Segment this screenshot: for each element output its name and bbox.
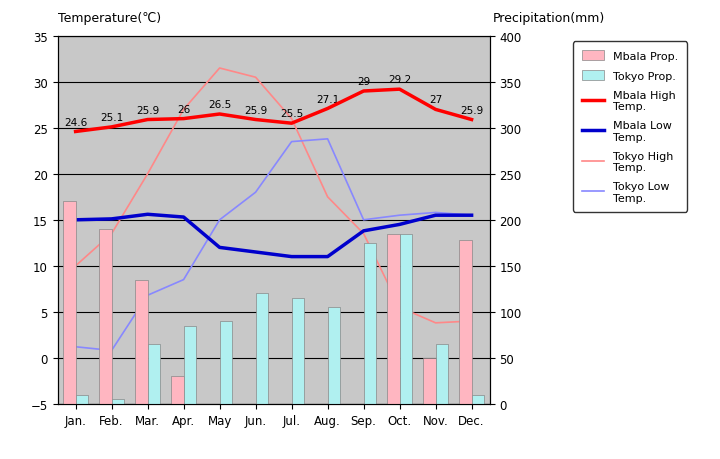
Tokyo High
Temp. [431, 320, 440, 326]
Mbala High
Temp. [107, 125, 116, 130]
Tokyo High
Temp. [215, 66, 224, 72]
Bar [99, 230, 112, 404]
Mbala Low
Temp. [359, 229, 368, 234]
Mbala Low
Temp. [323, 254, 332, 260]
Mbala High
Temp. [71, 129, 80, 135]
Mbala Low
Temp. [431, 213, 440, 218]
Mbala Low
Temp. [215, 245, 224, 251]
Line: Tokyo High
Temp.: Tokyo High Temp. [76, 69, 472, 323]
Tokyo Low
Temp. [251, 190, 260, 196]
Tokyo High
Temp. [179, 107, 188, 113]
Tokyo High
Temp. [287, 117, 296, 122]
Text: Precipitation(mm): Precipitation(mm) [493, 12, 606, 25]
Bar [220, 321, 232, 404]
Tokyo Low
Temp. [287, 140, 296, 145]
Mbala High
Temp. [287, 121, 296, 127]
Mbala High
Temp. [251, 118, 260, 123]
Text: 29: 29 [357, 77, 370, 87]
Line: Mbala High
Temp.: Mbala High Temp. [76, 90, 472, 132]
Tokyo Low
Temp. [179, 277, 188, 283]
Tokyo Low
Temp. [395, 213, 404, 218]
Bar [364, 243, 376, 404]
Bar [63, 202, 76, 404]
Tokyo High
Temp. [251, 75, 260, 81]
Text: 25.5: 25.5 [280, 109, 303, 119]
Bar [436, 344, 448, 404]
Tokyo High
Temp. [395, 305, 404, 310]
Bar [256, 294, 268, 404]
Text: 26.5: 26.5 [208, 100, 231, 110]
Bar [148, 344, 160, 404]
Bar [135, 280, 148, 404]
Mbala Low
Temp. [251, 250, 260, 255]
Mbala Low
Temp. [467, 213, 476, 218]
Mbala High
Temp. [359, 89, 368, 95]
Tokyo Low
Temp. [215, 218, 224, 223]
Text: 27: 27 [429, 95, 442, 105]
Tokyo High
Temp. [107, 231, 116, 237]
Bar [76, 395, 88, 404]
Tokyo High
Temp. [467, 319, 476, 324]
Mbala High
Temp. [395, 87, 404, 93]
Tokyo Low
Temp. [431, 210, 440, 216]
Mbala Low
Temp. [395, 222, 404, 228]
Line: Tokyo Low
Temp.: Tokyo Low Temp. [76, 140, 472, 351]
Bar [423, 358, 436, 404]
Bar [328, 308, 340, 404]
Bar [472, 395, 484, 404]
Bar [292, 298, 304, 404]
Mbala Low
Temp. [71, 218, 80, 223]
Tokyo Low
Temp. [359, 218, 368, 223]
Bar [400, 234, 412, 404]
Bar [459, 241, 472, 404]
Tokyo Low
Temp. [71, 344, 80, 350]
Tokyo High
Temp. [323, 195, 332, 200]
Tokyo High
Temp. [359, 231, 368, 237]
Text: 26: 26 [177, 105, 190, 114]
Text: 24.6: 24.6 [64, 118, 87, 127]
Bar [387, 234, 400, 404]
Tokyo Low
Temp. [143, 293, 152, 298]
Text: 25.1: 25.1 [100, 113, 123, 123]
Bar [171, 376, 184, 404]
Mbala Low
Temp. [179, 215, 188, 220]
Line: Mbala Low
Temp.: Mbala Low Temp. [76, 215, 472, 257]
Mbala High
Temp. [323, 106, 332, 112]
Text: 25.9: 25.9 [136, 106, 159, 115]
Mbala Low
Temp. [107, 217, 116, 222]
Tokyo Low
Temp. [323, 137, 332, 142]
Bar [112, 399, 124, 404]
Tokyo High
Temp. [143, 172, 152, 177]
Mbala Low
Temp. [143, 212, 152, 218]
Mbala High
Temp. [467, 118, 476, 123]
Mbala High
Temp. [143, 118, 152, 123]
Mbala High
Temp. [215, 112, 224, 118]
Text: Temperature(℃): Temperature(℃) [58, 12, 161, 25]
Bar [184, 326, 196, 404]
Text: 25.9: 25.9 [244, 106, 267, 115]
Tokyo High
Temp. [71, 263, 80, 269]
Mbala Low
Temp. [287, 254, 296, 260]
Tokyo Low
Temp. [467, 213, 476, 218]
Legend: Mbala Prop., Tokyo Prop., Mbala High
Temp., Mbala Low
Temp., Tokyo High
Temp., T: Mbala Prop., Tokyo Prop., Mbala High Tem… [573, 42, 687, 212]
Text: 29.2: 29.2 [388, 75, 411, 85]
Mbala High
Temp. [179, 117, 188, 122]
Mbala High
Temp. [431, 107, 440, 113]
Text: 25.9: 25.9 [460, 106, 483, 115]
Text: 27.1: 27.1 [316, 95, 339, 104]
Tokyo Low
Temp. [107, 348, 116, 353]
